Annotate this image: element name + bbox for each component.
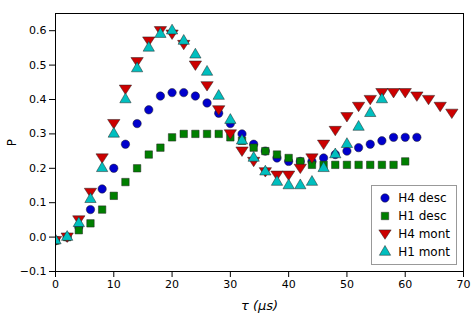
svg-text:40: 40 [282, 278, 296, 291]
svg-text:0.2: 0.2 [29, 162, 47, 175]
svg-text:20: 20 [165, 278, 179, 291]
svg-text:50: 50 [340, 278, 354, 291]
svg-text:0.1: 0.1 [29, 196, 47, 209]
svg-text:0.3: 0.3 [29, 127, 47, 140]
svg-text:τ (μs): τ (μs) [241, 298, 278, 313]
svg-text:0.6: 0.6 [29, 24, 47, 37]
svg-text:0: 0 [52, 278, 59, 291]
svg-text:0.4: 0.4 [29, 93, 47, 106]
svg-text:10: 10 [107, 278, 121, 291]
svg-text:60: 60 [398, 278, 412, 291]
html-text:H4 mont: H4 mont [398, 227, 450, 241]
svg-text:30: 30 [223, 278, 237, 291]
svg-text:−0.1: −0.1 [20, 265, 47, 278]
html-text:H1 desc: H1 desc [398, 209, 447, 223]
svg-text:0.0: 0.0 [29, 231, 47, 244]
html-text:H4 desc: H4 desc [398, 191, 447, 205]
svg-text:P: P [5, 139, 19, 146]
html-text:H1 mont: H1 mont [398, 245, 450, 259]
svg-text:70: 70 [457, 278, 471, 291]
svg-text:0.5: 0.5 [29, 59, 47, 72]
